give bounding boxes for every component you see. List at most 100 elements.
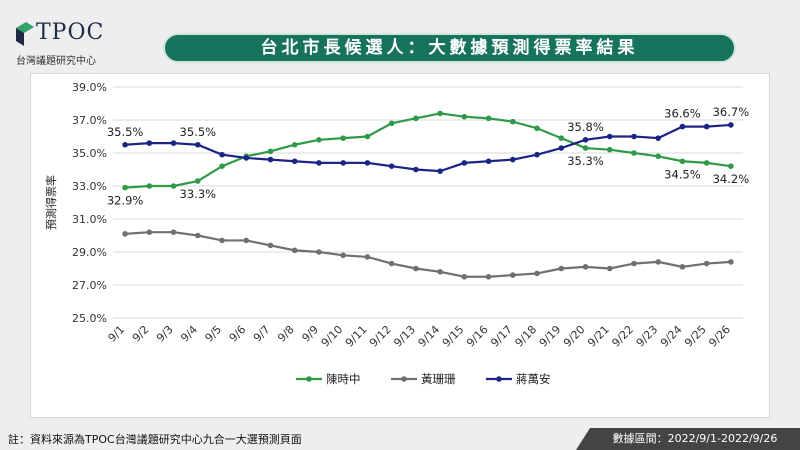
data-point (606, 133, 613, 140)
x-tick-label: 9/21 (585, 323, 612, 350)
x-tick-label: 9/16 (464, 323, 491, 350)
logo-subtitle: 台灣議題研究中心 (16, 56, 96, 67)
legend-marker (401, 376, 407, 382)
x-tick-label: 9/12 (367, 323, 394, 350)
x-tick-label: 9/18 (512, 323, 539, 350)
data-point (655, 153, 661, 160)
data-point (170, 229, 177, 235)
y-tick-label: 25.0% (72, 312, 107, 325)
y-tick-label: 33.0% (72, 180, 107, 193)
data-label: 35.5% (180, 125, 217, 139)
data-point (413, 265, 419, 272)
data-label: 32.9% (107, 194, 144, 208)
data-point (582, 145, 589, 151)
x-tick-label: 9/24 (658, 323, 685, 350)
data-point (413, 166, 419, 173)
data-point (582, 264, 589, 270)
date-range-text: 數據區間：2022/9/1-2022/9/26 (612, 432, 778, 445)
x-tick-label: 9/3 (154, 323, 176, 345)
data-point (437, 269, 443, 275)
chart-title: 台北市長候選人：大數據預測得票率結果 (260, 38, 639, 58)
data-point (340, 160, 346, 166)
y-tick-label: 27.0% (72, 279, 107, 292)
y-tick-label: 35.0% (72, 147, 107, 160)
data-point (655, 259, 661, 265)
data-point (558, 135, 565, 141)
legend-label: 黃珊珊 (421, 372, 456, 386)
x-tick-label: 9/13 (391, 323, 418, 350)
tpoc-logo: TPOC 台灣議題研究中心 (14, 20, 144, 70)
data-point (291, 141, 298, 148)
legend-marker (496, 376, 502, 382)
x-tick-label: 9/20 (561, 323, 588, 350)
data-point (437, 110, 443, 117)
series-line (125, 123, 731, 173)
x-tick-label: 9/25 (682, 323, 709, 350)
tpoc-logo-mark-icon (16, 22, 34, 46)
data-point (558, 145, 565, 151)
data-point (122, 141, 128, 148)
data-point (485, 158, 492, 165)
data-point (558, 265, 565, 272)
data-point (728, 122, 734, 128)
data-label: 35.3% (567, 154, 604, 168)
data-point (195, 141, 201, 148)
x-tick-label: 9/22 (609, 323, 636, 350)
data-point (340, 135, 346, 141)
source-footnote: 註：資料來源為TPOC台灣議題研究中心九合一大選預測頁面 (8, 433, 302, 446)
data-point (243, 155, 250, 161)
data-point (631, 133, 637, 140)
series-line (125, 231, 731, 278)
x-tick-label: 9/2 (130, 323, 152, 345)
data-point (219, 151, 225, 158)
data-point (728, 259, 734, 265)
data-point (510, 272, 516, 278)
data-label: 35.8% (567, 120, 604, 134)
data-point (461, 273, 468, 280)
chart-title-bar: 台北市長候選人：大數據預測得票率結果 (163, 33, 736, 63)
data-point (534, 151, 540, 158)
data-point (243, 237, 250, 244)
data-point (170, 183, 177, 189)
x-tick-label: 9/9 (299, 323, 321, 345)
data-point (703, 123, 710, 130)
data-point (631, 150, 637, 156)
y-tick-label: 29.0% (72, 246, 107, 259)
x-tick-label: 9/14 (416, 323, 443, 350)
date-range-badge: 數據區間：2022/9/1-2022/9/26 (576, 428, 800, 450)
data-point (267, 148, 274, 155)
data-point (703, 260, 710, 267)
data-label: 35.5% (107, 125, 144, 139)
data-point (316, 137, 322, 143)
x-tick-label: 9/17 (488, 323, 515, 350)
x-tick-label: 9/19 (537, 323, 564, 350)
data-point (679, 264, 686, 270)
data-point (219, 163, 225, 169)
chart-panel: 25.0% 27.0% 29.0% 31.0% 33.0% 35.0% 37.0% 39.0%… (30, 73, 770, 418)
data-point (485, 115, 492, 122)
data-point (655, 135, 661, 141)
data-point (122, 184, 128, 191)
y-axis-label: 預測得票率 (44, 175, 58, 230)
data-point (461, 160, 468, 166)
data-point (461, 113, 468, 120)
data-point (122, 231, 128, 237)
legend-label: 蔣萬安 (516, 372, 551, 386)
data-point (485, 273, 492, 280)
x-tick-label: 9/7 (251, 323, 273, 345)
data-point (340, 252, 346, 259)
data-point (631, 260, 637, 267)
data-point (267, 156, 274, 163)
y-tick-label: 31.0% (72, 213, 107, 226)
line-chart: 25.0% 27.0% 29.0% 31.0% 33.0% 35.0% 37.0% 39.0%… (44, 81, 750, 386)
data-point (170, 140, 177, 146)
data-point (146, 183, 153, 189)
data-point (195, 178, 201, 184)
data-point (679, 158, 686, 165)
data-point (267, 242, 274, 249)
x-tick-label: 9/11 (343, 323, 370, 350)
data-point (728, 163, 734, 169)
data-point (606, 265, 613, 272)
data-label: 34.2% (713, 172, 750, 186)
legend-marker (306, 376, 312, 382)
